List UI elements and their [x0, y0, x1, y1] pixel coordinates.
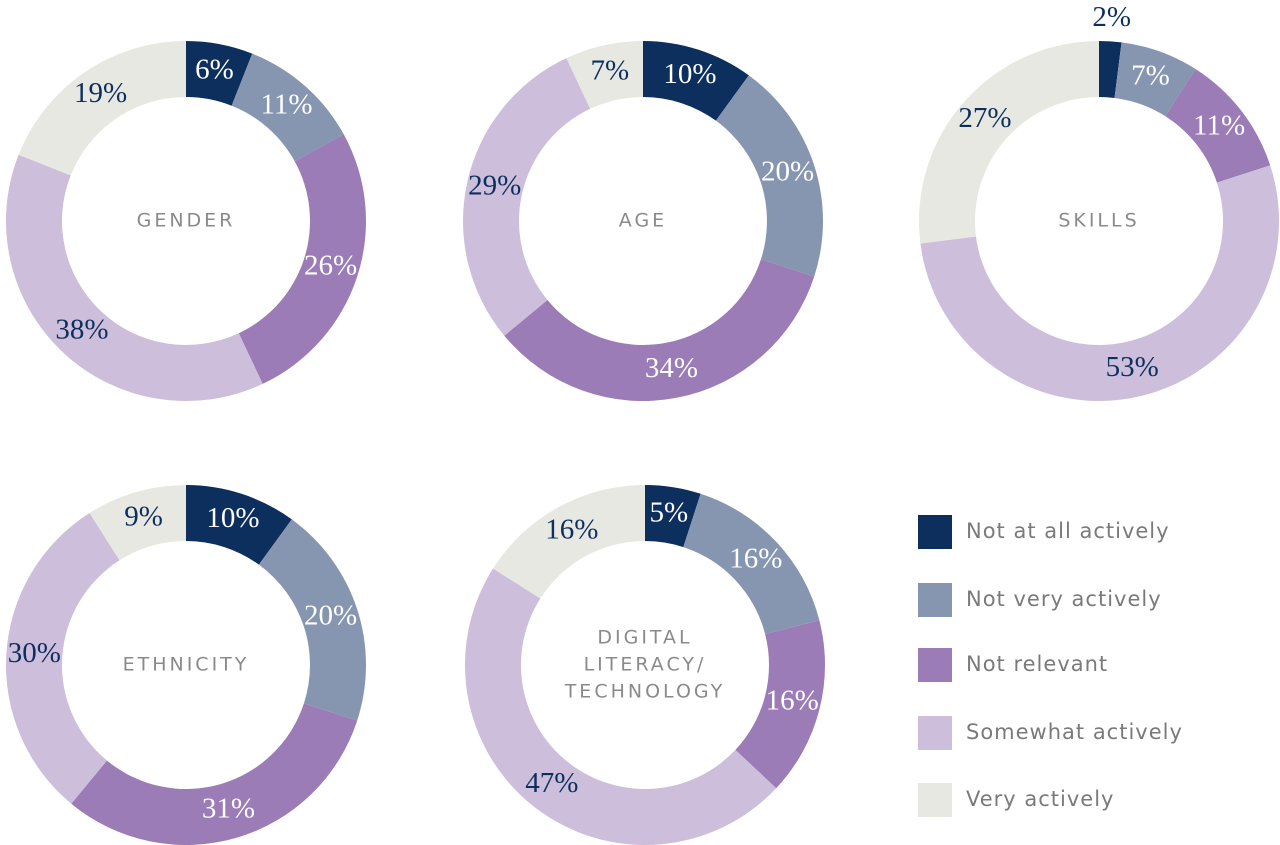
legend-label: Not very actively [966, 587, 1162, 611]
slice-label: 53% [1106, 351, 1159, 383]
donut-title: GENDER [137, 210, 236, 232]
donut-slice [645, 485, 701, 548]
slice-label: 16% [545, 513, 598, 545]
donut-slice [89, 485, 186, 561]
legend-label: Not relevant [966, 652, 1108, 676]
donut-slice [231, 53, 344, 162]
donut-title: ETHNICITY [123, 654, 250, 676]
donut-slice [465, 568, 777, 845]
donut-slice [919, 41, 1099, 244]
donut-slice [643, 41, 749, 121]
donut-title: AGE [619, 210, 667, 232]
legend-label: Somewhat actively [966, 720, 1183, 744]
donut-title: SKILLS [1058, 210, 1139, 232]
donut-slice [186, 41, 253, 106]
slice-label: 7% [591, 54, 630, 86]
slice-label: 2% [1092, 1, 1131, 33]
donut-title: DIGITAL [597, 627, 692, 649]
legend-swatch [918, 583, 952, 617]
slice-label: 20% [761, 156, 814, 188]
legend-swatch [918, 783, 952, 817]
slice-label: 30% [8, 637, 61, 669]
slice-label: 20% [304, 600, 357, 632]
slice-label: 16% [729, 543, 782, 575]
donut-slice [463, 58, 591, 336]
donut-title: TECHNOLOGY [564, 681, 726, 703]
slice-label: 31% [202, 793, 255, 825]
donut-slice [504, 259, 815, 402]
legend-label: Not at all actively [966, 519, 1170, 543]
donut-slice [258, 519, 366, 721]
donut-title: LITERACY/ [584, 654, 707, 676]
donut-slice [493, 485, 645, 599]
legend-label: Very actively [966, 787, 1115, 811]
donut-slice [920, 165, 1279, 401]
slice-label: 27% [958, 102, 1011, 134]
slice-label: 26% [304, 250, 357, 282]
slice-label: 11% [1193, 109, 1245, 141]
donut-slice [735, 620, 825, 789]
donut-slice [715, 75, 824, 277]
slice-label: 19% [74, 77, 127, 109]
donut-slice [6, 154, 263, 401]
slice-label: 29% [468, 169, 521, 201]
donut-slice [18, 41, 187, 176]
donut-slice [1165, 69, 1271, 183]
legend-swatch [918, 515, 952, 549]
legend-swatch [918, 716, 952, 750]
slice-label: 11% [260, 89, 312, 121]
donut-slice [5, 513, 120, 804]
donut-slice [1099, 41, 1122, 98]
slice-label: 6% [195, 53, 234, 85]
donut-slice [238, 134, 366, 384]
slice-label: 10% [206, 502, 259, 534]
slice-label: 34% [645, 352, 698, 384]
slice-label: 38% [55, 313, 108, 345]
legend-swatch [918, 648, 952, 682]
slice-label: 16% [766, 684, 819, 716]
donut-slice [566, 41, 643, 109]
slice-label: 47% [525, 767, 578, 799]
slice-label: 5% [649, 497, 688, 529]
slice-label: 7% [1131, 60, 1170, 92]
donut-slice [71, 703, 358, 845]
donut-slice [683, 493, 820, 635]
slice-label: 10% [663, 58, 716, 90]
donut-slice [186, 485, 292, 565]
donut-slice [1114, 42, 1196, 117]
slice-label: 9% [124, 501, 163, 533]
